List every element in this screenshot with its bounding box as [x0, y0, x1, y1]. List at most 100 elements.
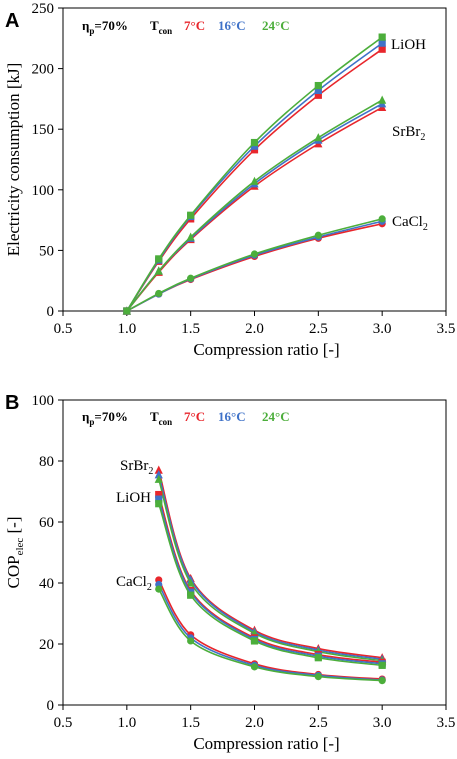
- legend: ηp=70% Tcon 7°C 16°C 24°C: [82, 18, 290, 36]
- y-tick-label: 40: [39, 576, 54, 592]
- y-axis-label: Electricity consumption [kJ]: [4, 63, 23, 257]
- data-point: [250, 663, 259, 671]
- data-point: [187, 211, 195, 219]
- series-line-srbr-t16: [157, 474, 383, 661]
- panel-letter: B: [5, 392, 19, 414]
- x-tick-label: 0.5: [54, 321, 73, 337]
- x-axis-label: Compression ratio [-]: [193, 734, 339, 753]
- plot-frame: [62, 399, 447, 706]
- series-label-cacl: CaCl2: [116, 574, 152, 593]
- series-line-lioh-t24: [126, 36, 383, 312]
- legend-efficiency: ηp=70%: [82, 409, 128, 427]
- data-point: [187, 637, 195, 645]
- data-point: [187, 274, 195, 282]
- x-tick-label: 3.5: [437, 715, 456, 731]
- data-point: [155, 255, 163, 263]
- chart-panel-b: B 0.5 1.0 1.5 2.0 2.5 3.0 3.5 0 20 40 60 80 100 Compre…: [4, 392, 455, 753]
- series-label-srbr: SrBr2: [120, 458, 153, 477]
- legend: ηp=70% Tcon 7°C 16°C 24°C: [82, 409, 290, 427]
- series-label-lioh: LiOH: [116, 490, 151, 506]
- y-tick-label: 250: [32, 1, 55, 17]
- panel-letter: A: [5, 10, 19, 32]
- data-point: [186, 232, 195, 241]
- legend-efficiency: ηp=70%: [82, 18, 128, 36]
- data-point: [314, 231, 322, 239]
- series-label-cacl: CaCl2: [392, 214, 428, 233]
- y-tick-label: 200: [32, 62, 55, 78]
- data-point: [123, 307, 131, 315]
- series-line-srbr-t24: [157, 479, 383, 662]
- plot-frame: [62, 7, 447, 312]
- data-point: [314, 654, 322, 662]
- data-point: [186, 578, 195, 587]
- x-tick-label: 3.0: [373, 321, 392, 337]
- y-tick-label: 100: [32, 393, 55, 409]
- data-point: [314, 81, 322, 90]
- series-line-srbr-t24: [126, 99, 383, 312]
- data-point: [155, 500, 163, 508]
- x-tick-label: 2.5: [309, 321, 328, 337]
- data-point: [187, 591, 195, 599]
- y-axis-label: COPelec [-]: [4, 516, 26, 588]
- chart-panel-a: A 0.5 1.0 1.5 2.0 2.5 3.0 3.5 0 50 100 150 200 250 Com…: [4, 1, 455, 359]
- data-point: [250, 138, 259, 147]
- x-tick-label: 0.5: [54, 715, 73, 731]
- data-point: [314, 133, 323, 142]
- legend-t16: 16°C: [218, 18, 246, 33]
- x-tick-label: 1.5: [181, 321, 200, 337]
- data-point: [250, 142, 259, 150]
- y-tick-label: 150: [32, 122, 55, 138]
- series-group-lioh: LiOH: [116, 490, 386, 669]
- series-line-srbr-t7: [157, 469, 383, 659]
- legend-tcon: Tcon: [150, 18, 172, 36]
- x-tick-label: 1.0: [117, 321, 136, 337]
- legend-t24: 24°C: [262, 18, 290, 33]
- data-point: [155, 585, 163, 593]
- data-point: [314, 673, 322, 681]
- series-label-srbr: SrBr2: [392, 124, 425, 143]
- series-group-srbr: SrBr2: [120, 458, 387, 665]
- data-point: [250, 176, 259, 185]
- data-point: [154, 474, 163, 483]
- series-group-lioh: LiOH: [123, 33, 426, 315]
- y-tick-label: 60: [39, 515, 54, 531]
- y-tick-label: 100: [32, 183, 55, 199]
- data-point: [378, 677, 386, 685]
- data-point: [155, 289, 163, 298]
- y-tick-label: 80: [39, 454, 54, 470]
- series-group-cacl: CaCl2: [116, 574, 386, 685]
- data-point: [378, 39, 386, 47]
- data-point: [378, 45, 386, 53]
- legend-t16: 16°C: [218, 409, 246, 424]
- data-point: [378, 661, 386, 669]
- x-tick-label: 2.0: [245, 321, 264, 337]
- legend-tcon: Tcon: [150, 409, 172, 427]
- legend-t7: 7°C: [184, 409, 205, 424]
- data-point: [250, 250, 259, 258]
- x-tick-label: 2.0: [245, 715, 264, 731]
- x-tick-label: 1.5: [181, 715, 200, 731]
- y-tick-label: 0: [47, 304, 55, 320]
- series-group-srbr: SrBr2: [122, 95, 425, 315]
- data-point: [378, 33, 386, 41]
- data-point: [378, 215, 386, 223]
- data-point: [154, 465, 163, 474]
- legend-t24: 24°C: [262, 409, 290, 424]
- series-line-srbr-t7: [126, 106, 383, 312]
- series-line-srbr-t16: [126, 103, 383, 312]
- data-point: [314, 86, 322, 95]
- data-point: [314, 91, 322, 99]
- x-tick-label: 1.0: [117, 715, 136, 731]
- x-tick-label: 3.5: [437, 321, 456, 337]
- data-point: [250, 637, 259, 645]
- data-point: [154, 266, 163, 275]
- data-point: [154, 470, 163, 479]
- y-tick-label: 50: [39, 243, 54, 259]
- x-axis-label: Compression ratio [-]: [193, 340, 339, 359]
- x-tick-label: 2.5: [309, 715, 328, 731]
- y-tick-label: 0: [47, 698, 55, 714]
- series-group-cacl: CaCl2: [123, 214, 428, 315]
- legend-t7: 7°C: [184, 18, 205, 33]
- data-point: [155, 490, 163, 499]
